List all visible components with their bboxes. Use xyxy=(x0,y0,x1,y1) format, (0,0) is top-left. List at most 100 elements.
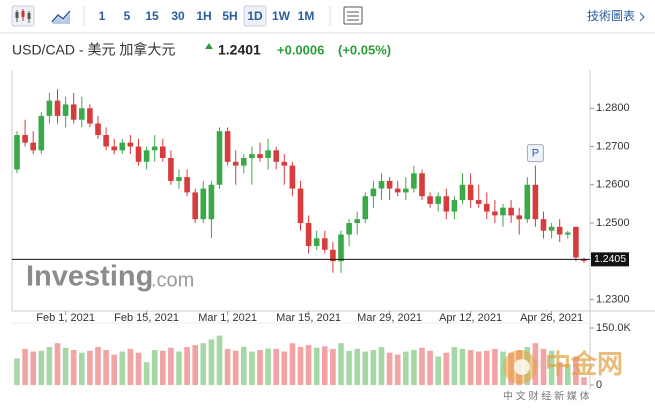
candle-body xyxy=(492,211,498,216)
up-arrow xyxy=(205,43,213,49)
volume-bar xyxy=(103,350,109,385)
candle-body xyxy=(143,150,150,162)
candle-body xyxy=(192,192,198,220)
icon-stroke xyxy=(21,11,25,17)
volume-bar xyxy=(135,352,142,385)
candle-body xyxy=(484,203,490,212)
volume-bar xyxy=(565,364,571,385)
volume-bar xyxy=(370,350,377,385)
interval-button[interactable]: 1 xyxy=(99,9,106,23)
interval-button[interactable]: 1M xyxy=(298,9,315,23)
volume-bar xyxy=(354,348,360,385)
interval-button[interactable]: 30 xyxy=(171,9,185,23)
interval-button[interactable]: 5H xyxy=(222,9,237,23)
marker-box xyxy=(526,144,544,163)
candle-body xyxy=(22,135,28,143)
volume-bar xyxy=(492,348,498,385)
volume-bar xyxy=(289,343,296,385)
candle-body xyxy=(467,184,474,201)
volume-bar xyxy=(403,351,409,385)
marker-label: P xyxy=(532,148,539,160)
candle-body xyxy=(70,104,77,120)
candle-body xyxy=(62,104,69,116)
candle-body xyxy=(95,123,101,136)
volume-bar xyxy=(322,346,328,385)
candle-body xyxy=(370,188,377,197)
candle-body xyxy=(151,146,158,151)
candle-body xyxy=(103,135,109,147)
interval-button[interactable]: 15 xyxy=(145,9,159,23)
last-price-box xyxy=(591,252,629,267)
volume-bar xyxy=(257,350,263,385)
interval-button[interactable]: 1H xyxy=(196,9,211,23)
candle-icon[interactable] xyxy=(11,5,35,27)
volume-bar xyxy=(14,358,20,385)
volume-bar xyxy=(151,350,158,385)
candle-body xyxy=(435,196,441,204)
volume-bar xyxy=(451,347,458,385)
candle-body xyxy=(232,161,239,166)
interval-button[interactable]: 5 xyxy=(124,9,131,23)
y-tick-label: 1.2500 xyxy=(596,217,630,229)
y2-tick-label: 150.0K xyxy=(596,322,632,334)
volume-bar xyxy=(330,348,336,385)
volume-bar xyxy=(224,348,231,385)
interval-button[interactable]: 1W xyxy=(272,9,291,23)
volume-bar xyxy=(313,347,320,385)
candle-body xyxy=(216,131,223,185)
settings-icon[interactable] xyxy=(343,6,363,25)
candle-body xyxy=(54,100,61,116)
icon-stroke xyxy=(27,13,31,19)
candle-body xyxy=(297,188,304,224)
volume-bar xyxy=(378,347,385,385)
plot: 1.2800 1.2700 1.2600 1.2500 1.2300 150.0K 0 Feb… xyxy=(11,70,655,391)
candle-body xyxy=(378,180,385,189)
watermark-brand: Investing xyxy=(26,261,153,293)
y-tick-label: 1.2300 xyxy=(596,293,630,305)
candle-body xyxy=(273,150,279,162)
volume-bar xyxy=(46,347,53,385)
candle-body xyxy=(289,165,296,189)
line-icon[interactable] xyxy=(51,10,71,24)
y2-tick-label: 0 xyxy=(596,379,602,391)
x-tick-label: Feb 15, 2021 xyxy=(114,312,179,324)
logo-text: 中金网 xyxy=(545,349,623,379)
chevron xyxy=(639,12,645,22)
volume-bar xyxy=(427,350,433,385)
candle-body xyxy=(556,226,563,235)
volume-bar xyxy=(540,348,547,385)
icon-stroke xyxy=(51,10,71,23)
volume-bar xyxy=(484,350,490,385)
candle-body xyxy=(419,173,425,197)
volume-bar xyxy=(160,350,166,385)
x-tick-label: Mar 1, 2021 xyxy=(198,312,257,324)
volume-bar xyxy=(459,348,466,385)
volume-bar xyxy=(79,352,85,385)
volume-bar xyxy=(87,350,93,385)
candle-body xyxy=(30,142,36,151)
volume-bar xyxy=(119,351,126,385)
logo-mark xyxy=(514,359,530,375)
volume-bar xyxy=(62,347,69,385)
candle-body xyxy=(14,135,20,170)
candle-body xyxy=(362,196,369,220)
volume-bar xyxy=(249,351,255,385)
candle-body xyxy=(38,115,45,151)
volume-bar xyxy=(573,356,579,385)
logo-tagline: 中 文 财 经 新 媒 体 xyxy=(503,390,590,403)
volume-bar xyxy=(581,377,587,385)
volume-bar xyxy=(216,335,223,385)
candle-body xyxy=(451,200,458,212)
volume-bar xyxy=(200,343,207,385)
candle-body xyxy=(313,238,320,246)
chart-link[interactable]: 技術圖表 xyxy=(587,9,635,23)
candle-body xyxy=(354,219,360,224)
candle-body xyxy=(127,142,134,147)
interval-button[interactable]: 1D xyxy=(247,9,263,23)
volume-bar xyxy=(143,362,150,385)
candle-body xyxy=(338,234,344,262)
candle-body xyxy=(403,188,409,193)
volume-bar xyxy=(305,345,312,385)
x-tick-label: Mar 15, 2021 xyxy=(276,312,341,324)
